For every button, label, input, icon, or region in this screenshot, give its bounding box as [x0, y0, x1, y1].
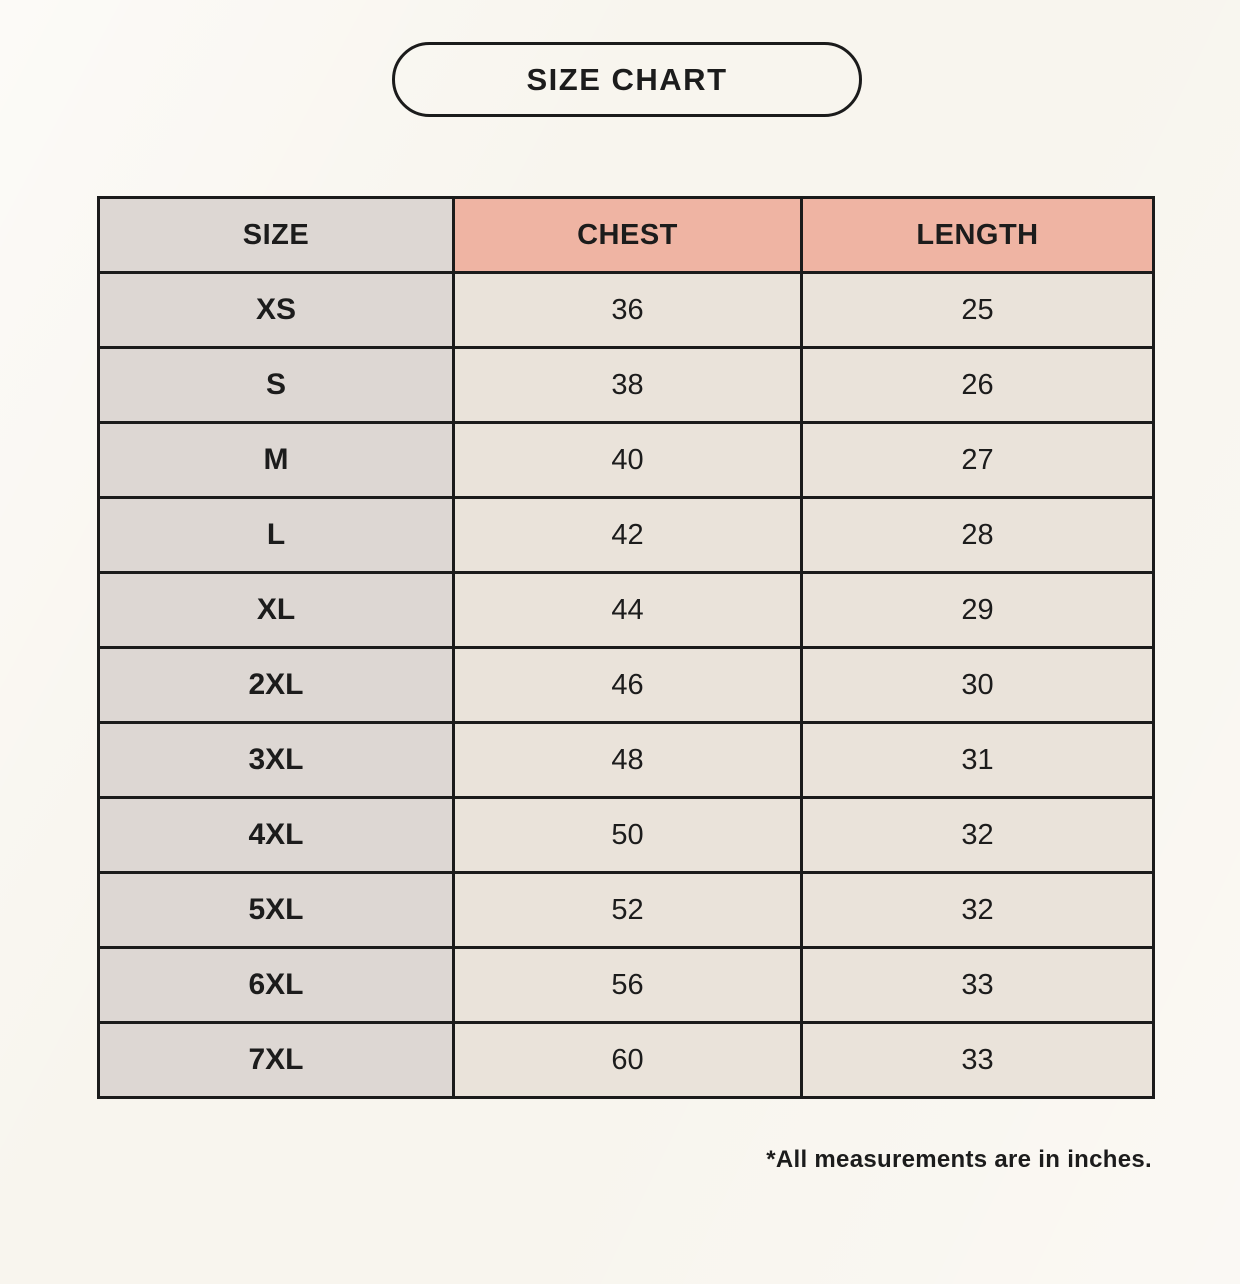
length-value: 33: [800, 946, 1155, 1024]
length-value: 28: [800, 496, 1155, 574]
length-value: 27: [800, 421, 1155, 499]
size-label: 7XL: [97, 1021, 455, 1099]
column-header-size: SIZE: [97, 196, 455, 274]
size-label: M: [97, 421, 455, 499]
chest-value: 60: [452, 1021, 803, 1099]
chest-value: 46: [452, 646, 803, 724]
length-value: 33: [800, 1021, 1155, 1099]
size-label: S: [97, 346, 455, 424]
table-row: L 42 28: [97, 496, 1155, 574]
chest-value: 36: [452, 271, 803, 349]
chest-value: 48: [452, 721, 803, 799]
length-value: 32: [800, 796, 1155, 874]
table-row: S 38 26: [97, 346, 1155, 424]
size-label: 4XL: [97, 796, 455, 874]
table-body: XS 36 25 S 38 26 M 40 27 L 42 28 XL 44 2…: [97, 271, 1155, 1099]
measurements-footnote: *All measurements are in inches.: [766, 1146, 1152, 1173]
chest-value: 42: [452, 496, 803, 574]
size-label: XS: [97, 271, 455, 349]
table-row: 2XL 46 30: [97, 646, 1155, 724]
size-label: 6XL: [97, 946, 455, 1024]
table-row: XL 44 29: [97, 571, 1155, 649]
size-label: 5XL: [97, 871, 455, 949]
chest-value: 40: [452, 421, 803, 499]
chest-value: 50: [452, 796, 803, 874]
column-header-chest: CHEST: [452, 196, 803, 274]
chest-value: 56: [452, 946, 803, 1024]
chest-value: 52: [452, 871, 803, 949]
table-row: 3XL 48 31: [97, 721, 1155, 799]
table-row: 5XL 52 32: [97, 871, 1155, 949]
table-row: 7XL 60 33: [97, 1021, 1155, 1099]
table-header-row: SIZE CHEST LENGTH: [97, 196, 1155, 274]
length-value: 25: [800, 271, 1155, 349]
size-chart-table: SIZE CHEST LENGTH XS 36 25 S 38 26 M 40 …: [97, 196, 1155, 1099]
length-value: 32: [800, 871, 1155, 949]
chest-value: 38: [452, 346, 803, 424]
size-label: XL: [97, 571, 455, 649]
size-label: 2XL: [97, 646, 455, 724]
chest-value: 44: [452, 571, 803, 649]
table-row: 6XL 56 33: [97, 946, 1155, 1024]
length-value: 29: [800, 571, 1155, 649]
length-value: 26: [800, 346, 1155, 424]
table-row: XS 36 25: [97, 271, 1155, 349]
table-row: 4XL 50 32: [97, 796, 1155, 874]
length-value: 30: [800, 646, 1155, 724]
size-label: 3XL: [97, 721, 455, 799]
column-header-length: LENGTH: [800, 196, 1155, 274]
size-label: L: [97, 496, 455, 574]
page-title-pill: SIZE CHART: [392, 42, 862, 117]
table-row: M 40 27: [97, 421, 1155, 499]
page-title: SIZE CHART: [526, 61, 728, 97]
length-value: 31: [800, 721, 1155, 799]
